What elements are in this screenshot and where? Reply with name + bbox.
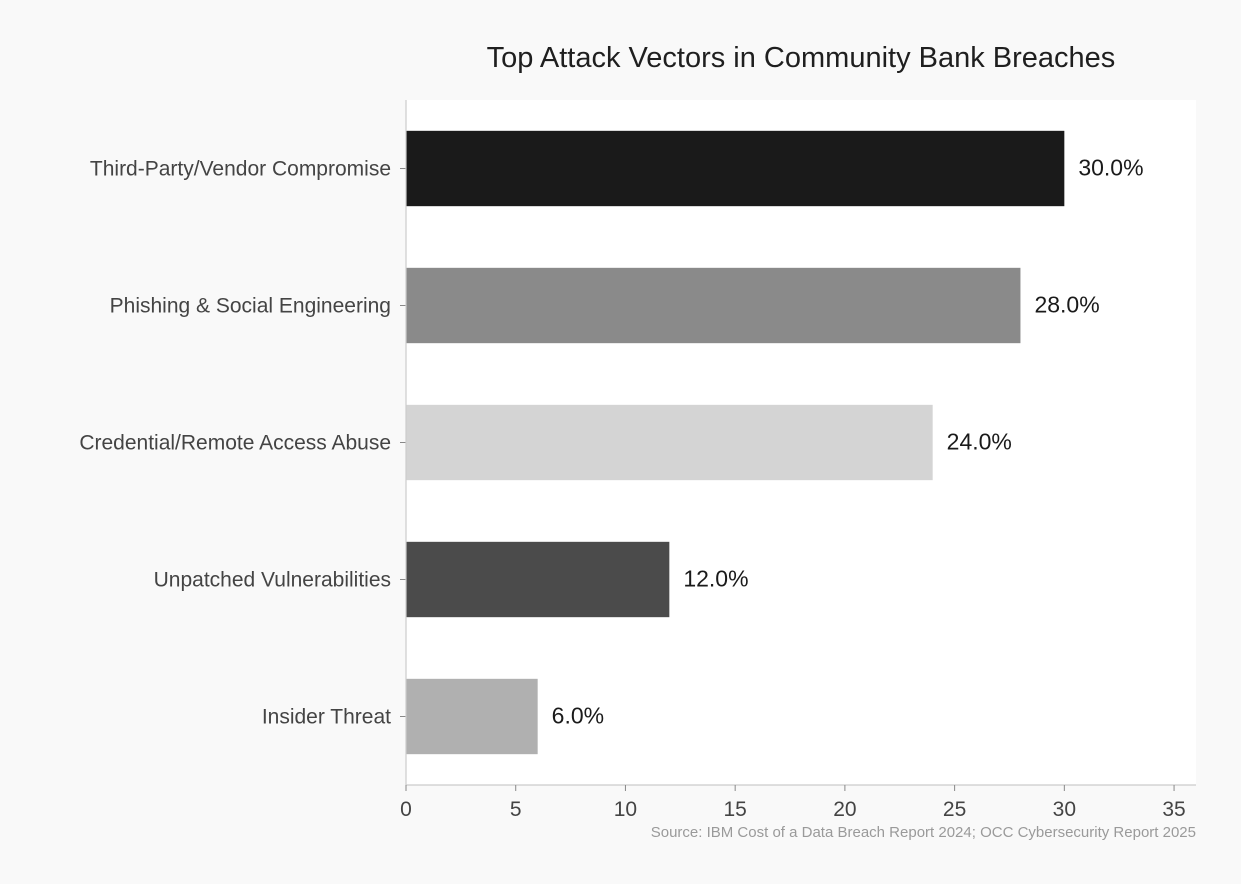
value-label: 12.0% (683, 566, 748, 592)
bar-1 (406, 267, 1021, 344)
x-tick-label: 5 (510, 798, 522, 821)
category-labels-group: Third-Party/Vendor Compromise Phishing & … (79, 158, 406, 729)
x-tick-label: 25 (943, 798, 966, 821)
source-note: Source: IBM Cost of a Data Breach Report… (651, 824, 1196, 841)
value-label: 28.0% (1034, 292, 1099, 318)
x-tick-label: 15 (723, 798, 746, 821)
chart-title: Top Attack Vectors in Community Bank Bre… (487, 42, 1116, 74)
x-ticks-group: 0 5 10 15 20 25 30 35 (400, 785, 1186, 821)
x-tick-label: 30 (1053, 798, 1076, 821)
bar-0 (406, 130, 1065, 207)
bar-3 (406, 541, 670, 618)
category-label: Credential/Remote Access Abuse (79, 432, 391, 455)
category-label: Phishing & Social Engineering (110, 295, 391, 318)
x-tick-label: 10 (614, 798, 637, 821)
category-label: Unpatched Vulnerabilities (154, 569, 391, 592)
category-label: Insider Threat (262, 706, 391, 729)
value-label: 24.0% (947, 429, 1012, 455)
value-label: 30.0% (1078, 155, 1143, 181)
bar-4 (406, 678, 538, 755)
x-tick-label: 35 (1162, 798, 1185, 821)
value-labels-group: 30.0% 28.0% 24.0% 12.0% 6.0% (552, 155, 1144, 729)
bars-group (406, 130, 1065, 755)
x-tick-label: 20 (833, 798, 856, 821)
x-tick-label: 0 (400, 798, 412, 821)
category-label: Third-Party/Vendor Compromise (90, 158, 391, 181)
value-label: 6.0% (552, 703, 604, 729)
bar-2 (406, 404, 933, 481)
